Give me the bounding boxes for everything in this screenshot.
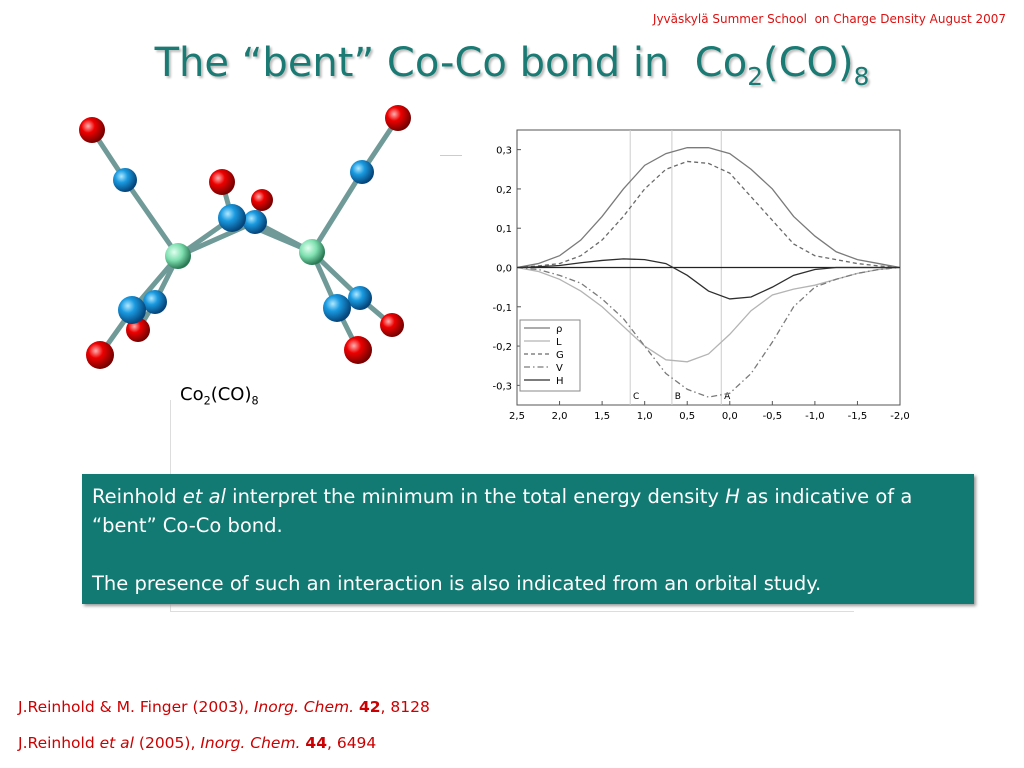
- frame-line: [170, 611, 854, 612]
- x-tick-label: 1,0: [637, 411, 653, 422]
- reference: J.Reinhold et al (2005), Inorg. Chem. 44…: [18, 734, 376, 752]
- header: Jyväskylä Summer School on Charge Densit…: [652, 12, 1006, 26]
- title-text: The “bent” Co-Co bond in Co: [154, 40, 748, 86]
- text: The presence of such an interaction is a…: [92, 572, 822, 595]
- legend-label: G: [556, 350, 564, 361]
- x-tick-label: -2,0: [890, 411, 910, 422]
- marker-label: B: [675, 392, 681, 402]
- subscript: 2: [203, 394, 211, 408]
- molecule: [79, 105, 411, 369]
- text: interpret the minimum in the total energ…: [225, 485, 726, 508]
- series-line: [516, 266, 901, 398]
- text-box: Reinhold et al interpret the minimum in …: [82, 474, 974, 604]
- legend-label: H: [556, 376, 564, 387]
- y-tick-label: -0,1: [492, 303, 512, 314]
- text: , 8128: [380, 698, 430, 716]
- title: The “bent” Co-Co bond in Co2(CO)8: [0, 40, 1024, 91]
- text: H: [725, 485, 740, 508]
- frame-line: [440, 155, 462, 156]
- text: 44: [305, 734, 327, 752]
- text: 42: [358, 698, 381, 716]
- y-tick-label: 0,0: [496, 264, 512, 275]
- text: (2005),: [133, 734, 201, 752]
- subscript: 8: [251, 394, 259, 408]
- legend-box: [519, 319, 581, 392]
- subscript: 2: [747, 62, 763, 91]
- text: et al: [182, 485, 226, 508]
- text: J.Reinhold: [18, 734, 100, 752]
- x-tick-label: 2,5: [509, 411, 525, 422]
- text: Reinhold: [92, 485, 183, 508]
- x-tick-label: 0,0: [722, 411, 738, 422]
- x-tick-label: 0,5: [679, 411, 695, 422]
- caption-text: Co: [180, 384, 204, 405]
- text: Inorg. Chem.: [200, 734, 306, 752]
- y-tick-label: -0,2: [492, 342, 512, 353]
- text: et al: [99, 734, 134, 752]
- text: J.Reinhold & M. Finger (2003),: [18, 698, 254, 716]
- reference: J.Reinhold & M. Finger (2003), Inorg. Ch…: [18, 698, 430, 716]
- y-tick-label: 0,1: [496, 224, 512, 235]
- paragraph: Reinhold et al interpret the minimum in …: [92, 482, 964, 540]
- text: Inorg. Chem.: [253, 698, 359, 716]
- legend-label: V: [556, 363, 563, 374]
- y-tick-label: 0,3: [496, 146, 512, 157]
- x-tick-label: -1,0: [805, 411, 825, 422]
- x-tick-label: -1,5: [848, 411, 868, 422]
- x-tick-label: 1,5: [594, 411, 610, 422]
- text: as indicative of a “bent” Co-Co bond.: [92, 485, 919, 537]
- y-tick-label: 0,2: [496, 185, 512, 196]
- paragraph: The presence of such an interaction is a…: [92, 569, 964, 598]
- subscript: 8: [853, 62, 870, 91]
- chart: 0,3 0,2 0,1 0,0 -0,1 -0,2 -0,3 2,5 2,0 1,5 1,0 0,5 0…: [492, 129, 910, 422]
- atom: [79, 105, 411, 369]
- marker-label: C: [633, 392, 639, 402]
- series-line: [516, 147, 901, 269]
- text: , 6494: [326, 734, 377, 752]
- title-text: (CO): [763, 40, 854, 86]
- series-line: [516, 258, 900, 300]
- y-tick-label: -0,3: [492, 381, 512, 392]
- x-tick-label: 2,0: [552, 411, 568, 422]
- legend-label: ρ: [556, 324, 562, 335]
- x-tick-label: -0,5: [763, 411, 783, 422]
- caption-text: (CO): [210, 384, 252, 405]
- series-line: [516, 160, 901, 269]
- caption: Co2(CO)8: [180, 384, 259, 408]
- legend-label: L: [556, 337, 562, 348]
- marker-label: A: [724, 392, 731, 402]
